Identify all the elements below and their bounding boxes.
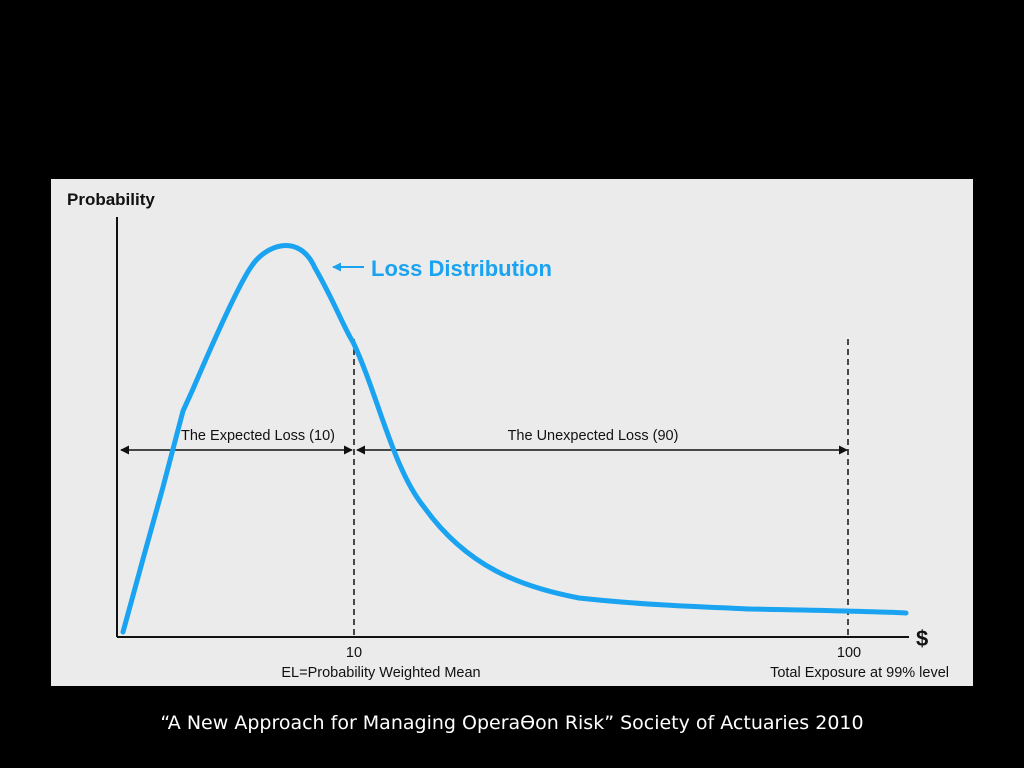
unexpected-loss-label: The Unexpected Loss (90) [508,428,679,444]
x-tick-10: 10 [346,645,362,661]
exposure-label: Total Exposure at 99% level [770,665,949,681]
loss-distribution-diagram: Probability Loss Distribution The Expect… [67,190,949,681]
el-label: EL=Probability Weighted Mean [281,665,480,681]
y-axis-label: Probability [67,190,155,209]
loss-distribution-figure: Probability Loss Distribution The Expect… [51,179,973,686]
curve-label: Loss Distribution [371,256,552,281]
x-axis-symbol: $ [916,626,928,651]
source-caption: “A New Approach for Managing OperaƟon Ri… [160,712,864,734]
loss-distribution-curve [120,243,909,635]
x-tick-100: 100 [837,645,861,661]
expected-loss-label: The Expected Loss (10) [181,428,335,444]
